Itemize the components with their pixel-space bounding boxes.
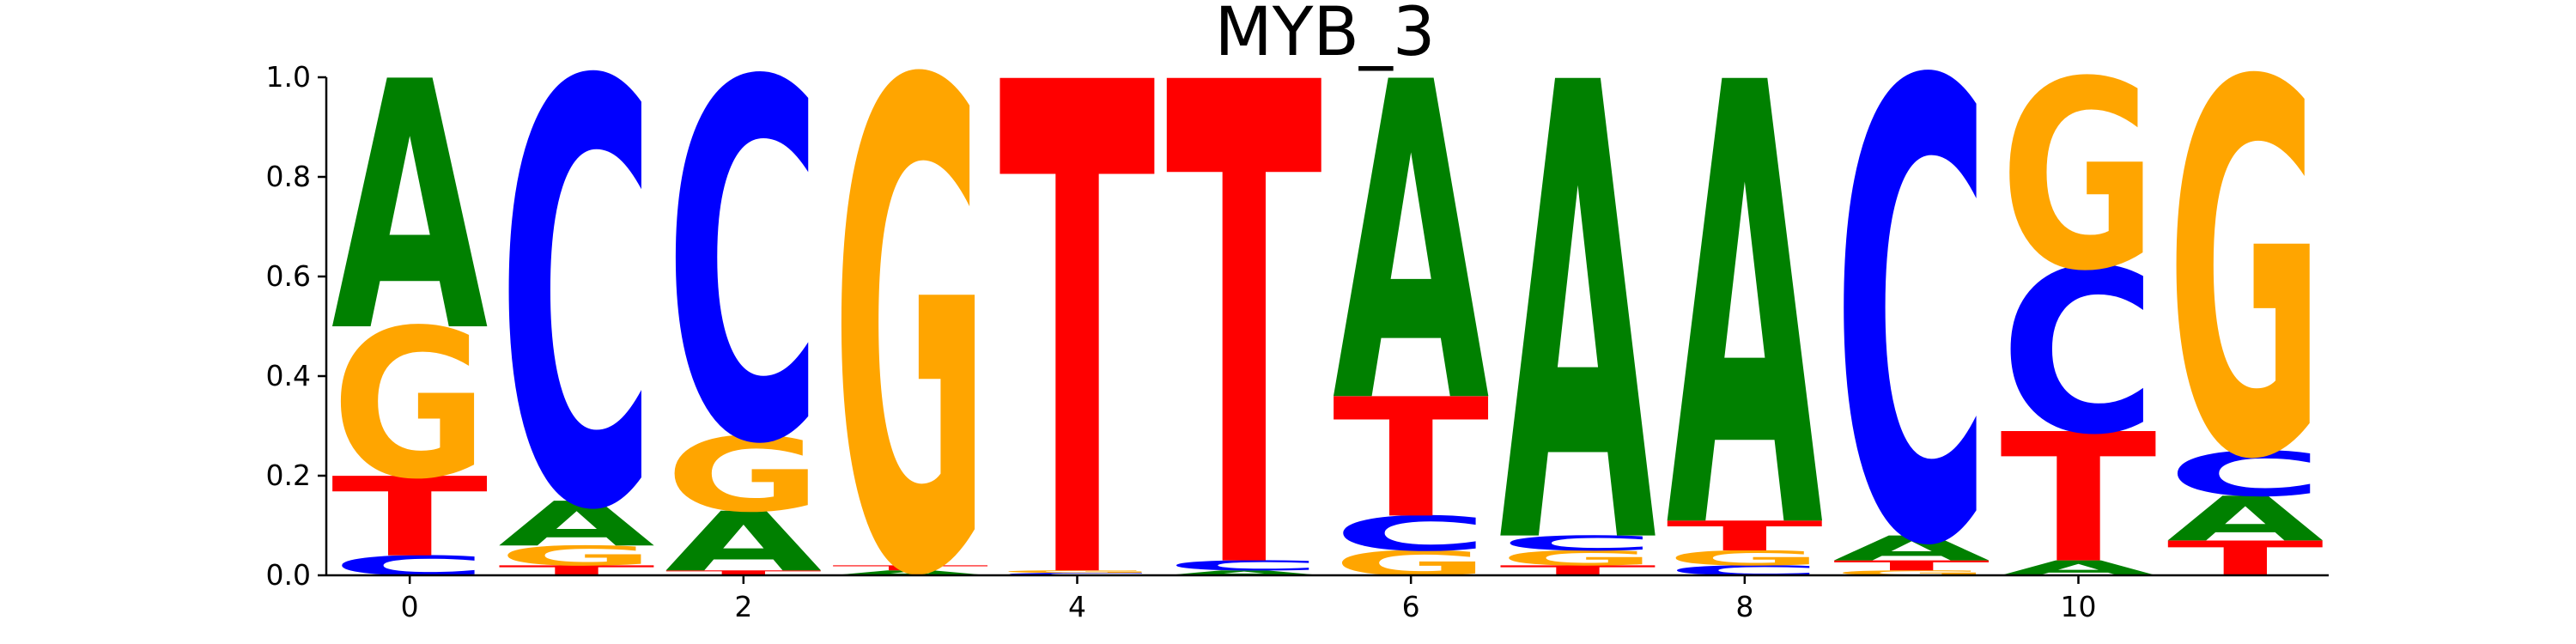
logo-column: CGT bbox=[999, 0, 1157, 644]
y-tick-label: 0.8 bbox=[266, 160, 311, 193]
logo-letter-C: C bbox=[498, 0, 655, 639]
logo-letter-T: T bbox=[1165, 0, 1323, 644]
x-tick-label: 2 bbox=[734, 590, 752, 623]
logo-letter-T: T bbox=[832, 564, 989, 572]
logo-letter-A: A bbox=[665, 495, 822, 590]
y-tick-label: 0.0 bbox=[266, 558, 311, 592]
logo-letter-G: G bbox=[1666, 546, 1823, 570]
chart-title: MYB_3 bbox=[1214, 0, 1435, 71]
x-tick-label: 8 bbox=[1735, 590, 1753, 623]
logo-letter-A: A bbox=[498, 489, 655, 560]
logo-letter-T: T bbox=[2166, 532, 2324, 587]
logo-letter-A: A bbox=[331, 11, 489, 408]
logo-letter-T: T bbox=[1833, 557, 1990, 574]
y-tick-label: 0.4 bbox=[266, 359, 311, 392]
logo-letter-A: A bbox=[832, 569, 989, 577]
logo-letter-G: G bbox=[665, 416, 822, 535]
logo-letter-G: G bbox=[331, 287, 489, 525]
x-tick-label: 4 bbox=[1068, 590, 1086, 623]
logo-letter-C: C bbox=[1333, 506, 1490, 562]
logo-letter-C: C bbox=[1165, 557, 1322, 574]
logo-column: ACT bbox=[1165, 0, 1323, 644]
logo-letter-C: C bbox=[665, 0, 822, 553]
logo-letter-C: C bbox=[1499, 532, 1656, 556]
logo-letter-A: A bbox=[2166, 483, 2324, 555]
logo-letter-T: T bbox=[999, 0, 1157, 644]
logo-letter-C: C bbox=[2166, 439, 2324, 510]
logo-letter-C: C bbox=[999, 572, 1156, 576]
logo-letter-A: A bbox=[1833, 529, 1990, 568]
logo-letter-A: A bbox=[1499, 0, 1657, 644]
logo-letter-G: G bbox=[1833, 569, 1990, 577]
logo-letter-T: T bbox=[2000, 397, 2157, 603]
x-tick-label: 0 bbox=[401, 590, 419, 623]
logo-letter-T: T bbox=[331, 454, 489, 581]
logo-letter-C: C bbox=[1833, 0, 1990, 644]
logo-letter-A: A bbox=[1333, 0, 1491, 500]
y-tick-label: 0.2 bbox=[266, 459, 311, 492]
logo-letter-G: G bbox=[498, 540, 655, 572]
logo-letter-C: C bbox=[2000, 223, 2157, 485]
logo-letter-G: G bbox=[832, 0, 989, 644]
logo-letter-A: A bbox=[1666, 0, 1824, 644]
logo-letter-G: G bbox=[2166, 0, 2324, 573]
logo-column: ATG bbox=[832, 0, 989, 644]
logo-letter-A: A bbox=[1165, 569, 1322, 577]
logo-letter-T: T bbox=[665, 569, 822, 577]
logo-letter-G: G bbox=[1499, 546, 1656, 570]
y-tick-label: 1.0 bbox=[266, 60, 311, 94]
logo-letter-G: G bbox=[2000, 26, 2157, 328]
axes: 0.0 0.2 0.4 0.6 0.8 1.0 0 2 4 6 8 10 bbox=[266, 60, 2329, 623]
logo-letter-T: T bbox=[1666, 513, 1823, 561]
y-tick-label: 0.6 bbox=[266, 259, 311, 293]
x-tick-label: 6 bbox=[1402, 590, 1420, 623]
logo-letter-G: G bbox=[999, 569, 1156, 574]
logo-letter-T: T bbox=[1333, 363, 1490, 554]
x-tick-label: 10 bbox=[2061, 590, 2097, 623]
